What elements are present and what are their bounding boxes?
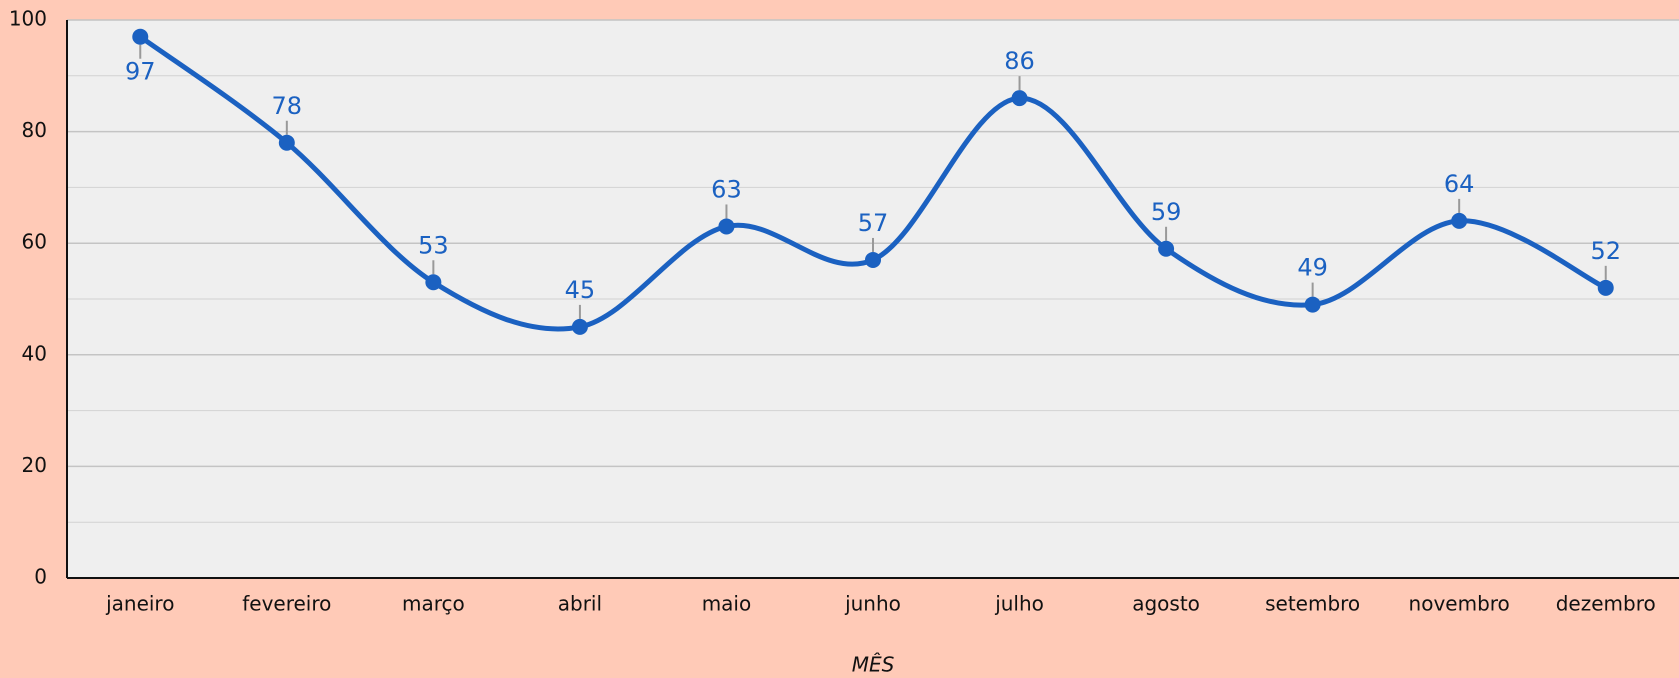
x-tick-label: agosto bbox=[1132, 592, 1200, 616]
value-label: 53 bbox=[418, 231, 449, 259]
marker bbox=[1158, 240, 1175, 257]
x-tick-label: setembro bbox=[1265, 592, 1360, 616]
x-tick-label: novembro bbox=[1409, 592, 1510, 616]
y-tick-label: 20 bbox=[22, 453, 47, 477]
value-label: 86 bbox=[1004, 47, 1035, 75]
y-tick-label: 0 bbox=[34, 565, 47, 589]
value-label: 49 bbox=[1297, 254, 1328, 282]
x-tick-label: março bbox=[402, 592, 465, 616]
x-tick-label: fevereiro bbox=[242, 592, 331, 616]
marker bbox=[1304, 296, 1321, 313]
value-label: 45 bbox=[565, 276, 596, 304]
value-label: 64 bbox=[1444, 170, 1475, 198]
x-tick-label: junho bbox=[844, 592, 901, 616]
x-axis-title: MÊS bbox=[852, 653, 895, 677]
marker bbox=[1597, 279, 1614, 296]
marker bbox=[278, 134, 295, 151]
marker bbox=[718, 218, 735, 235]
y-tick-label: 60 bbox=[22, 230, 47, 254]
x-tick-label: dezembro bbox=[1556, 592, 1656, 616]
marker bbox=[1011, 90, 1028, 107]
x-tick-label: maio bbox=[702, 592, 752, 616]
marker bbox=[865, 251, 881, 268]
value-label: 59 bbox=[1151, 198, 1182, 226]
x-tick-label: janeiro bbox=[105, 592, 174, 616]
marker bbox=[1451, 212, 1468, 229]
marker bbox=[571, 318, 588, 335]
y-tick-label: 100 bbox=[9, 7, 47, 31]
value-label: 63 bbox=[711, 175, 742, 203]
value-label: 57 bbox=[858, 209, 889, 237]
value-label: 78 bbox=[272, 92, 303, 120]
value-label: 97 bbox=[125, 58, 156, 86]
x-tick-label: abril bbox=[558, 592, 602, 616]
y-tick-label: 80 bbox=[22, 118, 47, 142]
y-tick-label: 40 bbox=[22, 341, 47, 365]
value-label: 52 bbox=[1590, 237, 1621, 265]
marker bbox=[132, 28, 149, 45]
marker bbox=[425, 274, 442, 291]
x-tick-label: julho bbox=[994, 592, 1044, 616]
